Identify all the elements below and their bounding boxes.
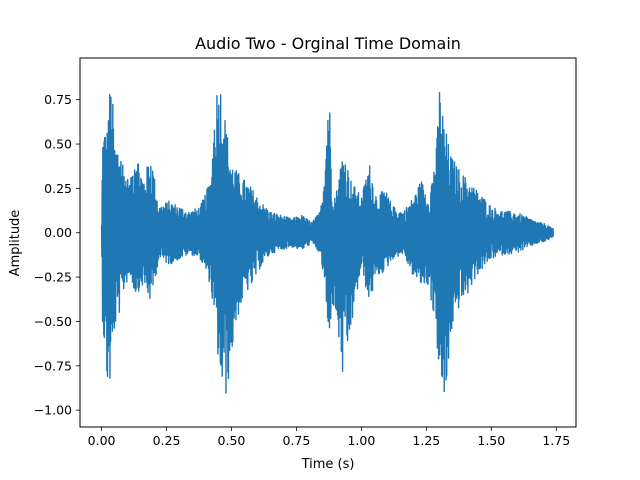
y-tick-label: 0.75 (44, 92, 72, 107)
x-tick-label: 0.75 (283, 433, 311, 448)
y-tick-label: −0.50 (34, 314, 72, 329)
plot-area (100, 91, 555, 394)
y-tick-label: 0.00 (44, 225, 72, 240)
y-tick-label: −0.25 (34, 270, 72, 285)
x-tick-label: 1.75 (542, 433, 570, 448)
waveform-line (100, 91, 555, 394)
y-tick-label: −0.75 (34, 358, 72, 373)
y-tick-label: −1.00 (34, 403, 72, 418)
y-tick-label: 0.25 (44, 181, 72, 196)
x-tick-label: 0.50 (218, 433, 246, 448)
x-tick-label: 1.25 (412, 433, 440, 448)
x-axis-label: Time (s) (301, 457, 355, 472)
y-axis-label: Amplitude (8, 210, 23, 277)
x-tick-label: 1.50 (477, 433, 505, 448)
axes-frame (79, 57, 577, 428)
x-tick-label: 0.00 (88, 433, 116, 448)
chart-title: Audio Two - Orginal Time Domain (195, 34, 461, 53)
y-tick-label: 0.50 (44, 137, 72, 152)
x-tick-label: 1.00 (347, 433, 375, 448)
axis-ticks: 0.00 0.25 0.50 0.75 1.00 1.25 1.50 1.75 −1.00 −0.… (34, 92, 570, 448)
x-tick-label: 0.25 (153, 433, 181, 448)
